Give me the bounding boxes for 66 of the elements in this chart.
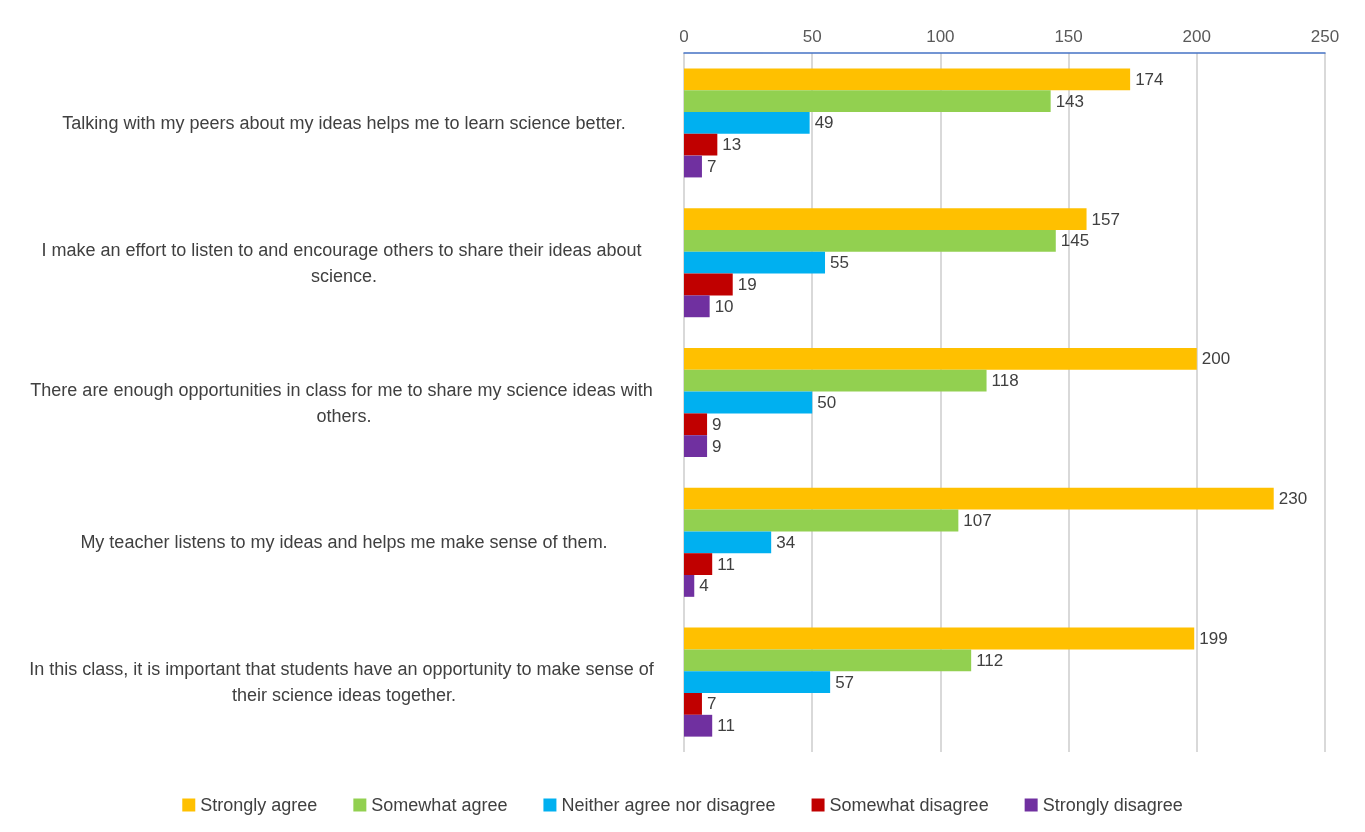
bar [684,208,1087,230]
bar [684,714,713,737]
x-tick-label: 0 [679,27,689,46]
bar [684,347,1197,370]
bar [684,90,1051,112]
bar [684,649,972,672]
y-tick-label: My teacher listens to my ideas and helps me make sense of them. [80,532,608,553]
bar [684,627,1195,650]
bar [684,487,1274,510]
legend-label: Strongly disagree [1042,795,1183,815]
x-tick-label: 150 [1054,27,1083,46]
data-label: 11 [717,554,735,574]
bar [684,531,772,554]
x-tick-label: 200 [1182,27,1211,46]
y-tick-label: In this class, it is important that students have an opportunity to make sense of their science ideas together. [29,659,659,706]
data-label: 13 [722,135,742,155]
bar [684,509,959,532]
x-tick-label: 100 [926,27,955,46]
legend-label: Somewhat disagree [829,795,989,815]
legend-label: Somewhat agree [371,795,508,815]
data-label: 145 [1060,231,1090,251]
data-label: 4 [699,576,709,596]
data-label: 19 [737,275,757,295]
bar [684,251,826,274]
data-label: 230 [1278,489,1308,509]
data-label: 55 [830,253,849,273]
data-label: 118 [991,371,1019,391]
bar [684,553,713,576]
bar [684,413,708,436]
data-label: 49 [814,113,834,133]
data-label: 11 [717,716,735,736]
data-label: 200 [1201,349,1231,369]
x-tick-label: 250 [1310,27,1340,46]
legend-label: Neither agree nor disagree [561,795,776,815]
data-label: 50 [817,393,837,412]
bar [684,435,708,458]
bar [684,671,831,693]
x-tick-label: 50 [802,27,822,46]
bar [684,229,1056,252]
data-label: 7 [706,694,717,714]
data-label: 157 [1091,209,1120,229]
bar [684,133,718,156]
data-label: 34 [776,532,796,552]
data-label: 7 [706,157,717,177]
legend-label: Strongly agree [200,795,318,815]
y-tick-label: There are enough opportunities in class for me to share my science ideas with others. [30,379,658,426]
bar [684,155,702,178]
y-tick-label: Talking with my peers about my ideas helps me to learn science better. [62,112,626,133]
bar [684,575,695,597]
bar [684,391,813,414]
data-label: 107 [963,510,992,530]
data-label: 9 [712,414,722,434]
data-label: 10 [714,296,734,316]
data-label: 143 [1055,91,1085,111]
bar [684,693,702,715]
bar [684,68,1131,91]
data-label: 9 [712,436,722,456]
bar [684,369,987,392]
data-label: 174 [1135,69,1164,89]
data-label: 112 [976,650,1004,670]
bar [684,273,733,296]
bar [684,295,710,318]
data-label: 57 [835,672,855,692]
bar [684,112,810,134]
y-tick-label: I make an effort to listen to and encourage others to share their ideas about science. [41,239,647,286]
data-label: 199 [1199,628,1228,648]
